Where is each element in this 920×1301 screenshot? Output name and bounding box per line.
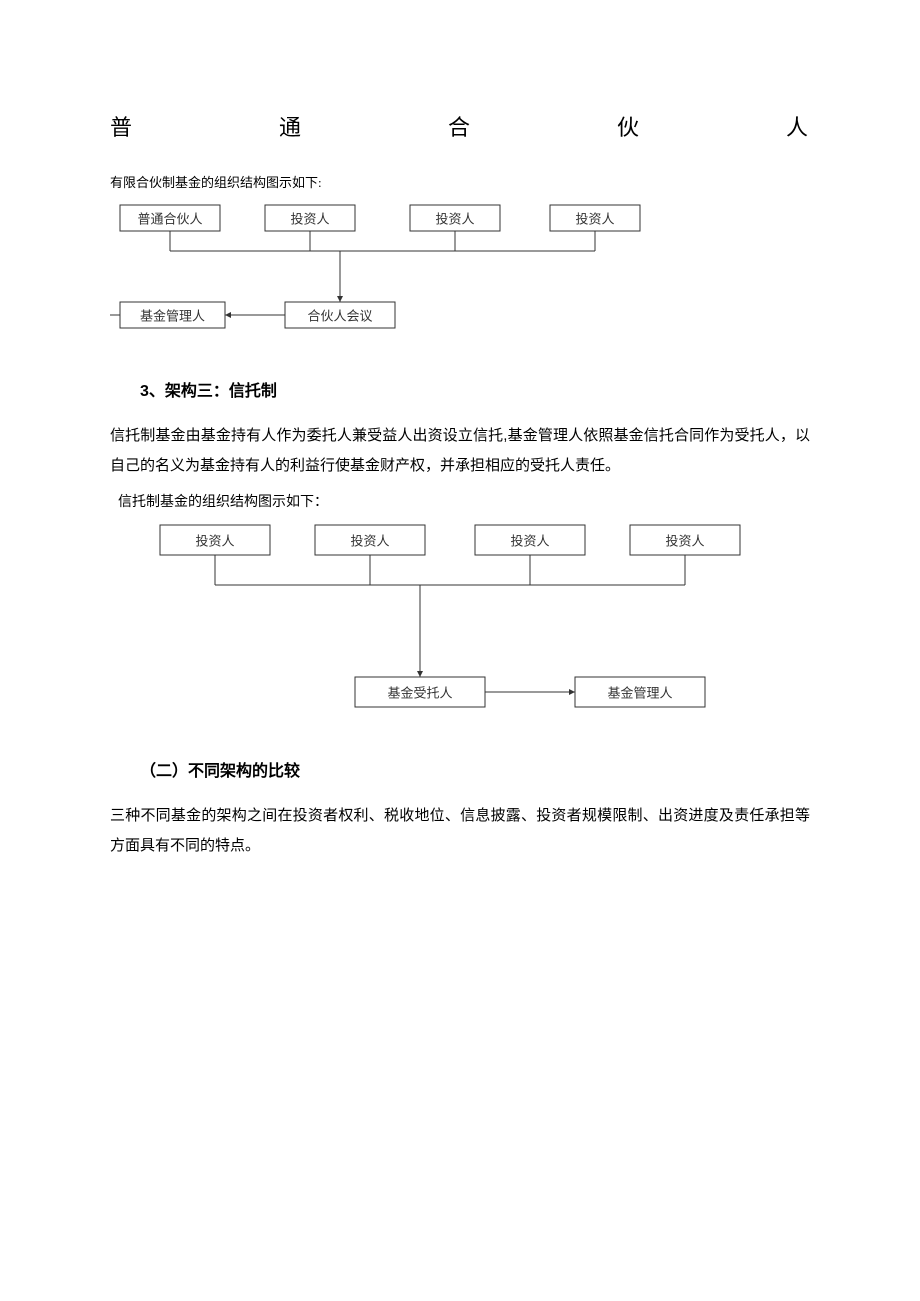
diagram-node-label: 投资人 [290, 212, 329, 227]
diagram-node-label: 投资人 [435, 212, 474, 227]
diagram-trust: 投资人 投资人 投资人 投资人基金受托人 基金管理人 [130, 517, 810, 717]
header-char: 普 [110, 110, 134, 142]
diagram2-svg: 投资人 投资人 投资人 投资人基金受托人 基金管理人 [130, 517, 750, 717]
diagram-node-label: 普通合伙人 [137, 212, 202, 227]
diagram1-svg: 普通合伙人 投资人 投资人 投资人基金管理人 合伙人会议 [110, 197, 670, 337]
section4-heading: （二）不同架构的比较 [140, 757, 810, 781]
diagram-node-label: 基金受托人 [387, 686, 452, 701]
diagram-node-label: 投资人 [195, 534, 234, 549]
header-char: 合 [448, 110, 472, 142]
diagram1-caption: 有限合伙制基金的组织结构图示如下: [110, 172, 810, 191]
header-char: 人 [786, 110, 810, 142]
section4-paragraph: 三种不同基金的架构之间在投资者权利、税收地位、信息披露、投资者规模限制、出资进度… [110, 801, 810, 861]
diagram-node-label: 投资人 [350, 534, 389, 549]
header-char: 伙 [617, 110, 641, 142]
diagram-node-label: 投资人 [575, 212, 614, 227]
section3-heading: 3、架构三：信托制 [140, 377, 810, 401]
section3-paragraph: 信托制基金由基金持有人作为委托人兼受益人出资设立信托,基金管理人依照基金信托合同… [110, 421, 810, 481]
page-header-title: 普 通 合 伙 人 [110, 110, 810, 142]
diagram2-caption: 信托制基金的组织结构图示如下： [118, 491, 810, 511]
diagram-node-label: 投资人 [665, 534, 704, 549]
header-char: 通 [279, 110, 303, 142]
diagram-node-label: 基金管理人 [140, 309, 205, 324]
diagram-node-label: 基金管理人 [607, 686, 672, 701]
diagram-node-label: 投资人 [510, 534, 549, 549]
diagram-node-label: 合伙人会议 [307, 309, 372, 324]
diagram-partnership: 普通合伙人 投资人 投资人 投资人基金管理人 合伙人会议 [110, 197, 810, 337]
